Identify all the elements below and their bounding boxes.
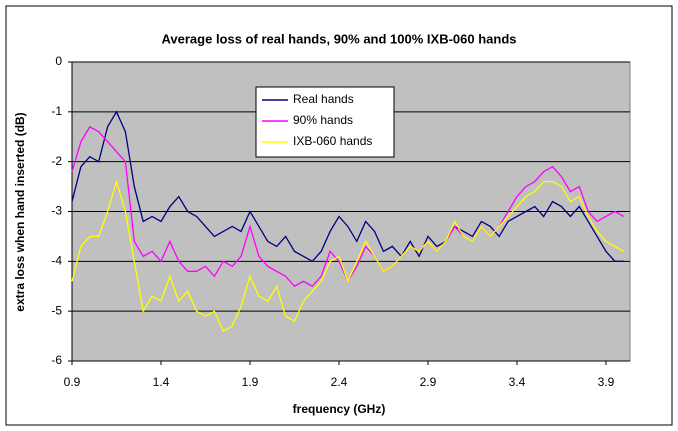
y-tick-label: -2 <box>51 154 62 168</box>
legend-label: 90% hands <box>293 113 353 127</box>
y-tick-label: 0 <box>55 54 62 68</box>
x-tick-label: 2.9 <box>420 375 437 389</box>
x-tick-label: 1.9 <box>242 375 259 389</box>
x-tick-label: 1.4 <box>153 375 170 389</box>
legend-label: Real hands <box>293 92 354 106</box>
y-tick-label: -4 <box>51 254 62 268</box>
y-tick-label: -3 <box>51 204 62 218</box>
y-tick-label: -6 <box>51 353 62 367</box>
x-axis-label: frequency (GHz) <box>293 402 386 416</box>
x-tick-label: 2.4 <box>331 375 348 389</box>
x-tick-label: 3.9 <box>598 375 615 389</box>
series-line <box>71 110 624 263</box>
x-tick-label: 3.4 <box>509 375 526 389</box>
x-tick-label: 0.9 <box>64 375 81 389</box>
legend: Real hands 90% hands IXB-060 hands <box>255 86 395 158</box>
chart-title: Average loss of real hands, 90% and 100%… <box>162 31 517 46</box>
legend-box <box>255 86 395 158</box>
y-tick-label: -5 <box>51 303 62 317</box>
y-axis-label: extra loss when hand inserted (dB) <box>13 112 27 311</box>
legend-label: IXB-060 hands <box>293 134 372 148</box>
series-line <box>71 179 625 333</box>
y-tick-label: -1 <box>51 104 62 118</box>
